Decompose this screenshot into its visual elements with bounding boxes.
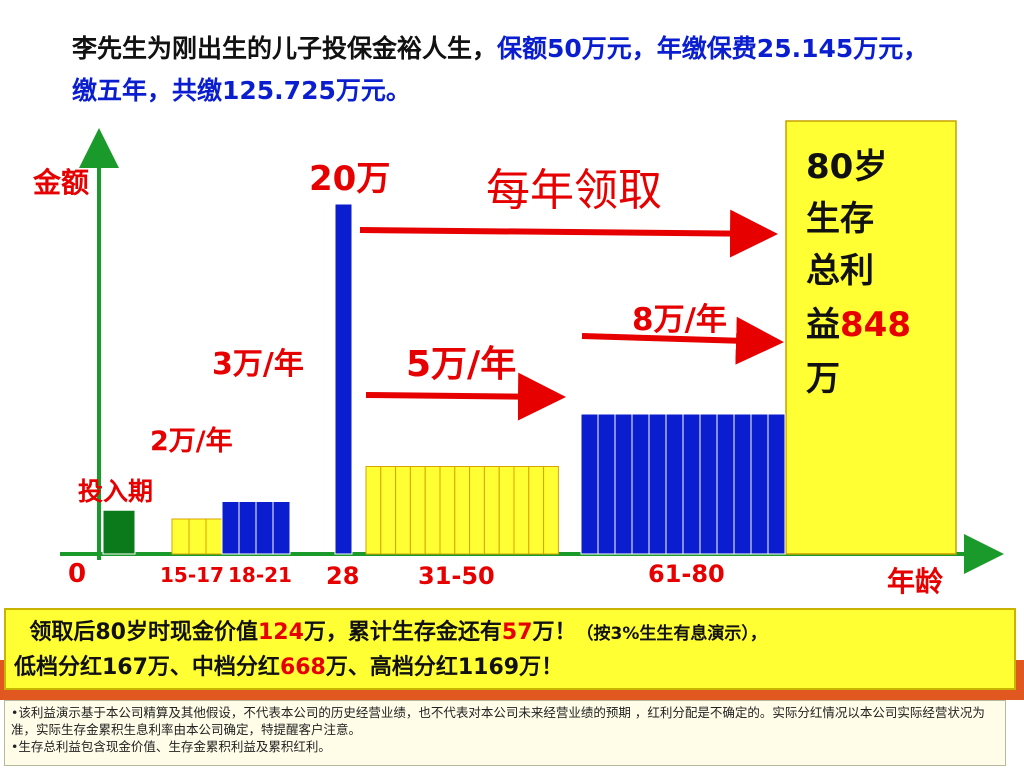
bar-4-3	[409, 466, 426, 555]
bar-3-0	[334, 203, 353, 555]
total-benefit-box	[785, 120, 957, 555]
x-tick-label: 31-50	[418, 562, 495, 590]
bar-5-2	[614, 413, 633, 555]
disclaimer-line: •该利益演示基于本公司精算及其他假设，不代表本公司的历史经营业绩，也不代表对本公…	[11, 705, 985, 737]
page-title: 李先生为刚出生的儿子投保金裕人生，保额50万元，年缴保费25.145万元，缴五年…	[72, 28, 932, 112]
segment-label-0: 投入期	[78, 477, 153, 506]
x-tick-label: 18-21	[228, 563, 292, 587]
title-part2: 保额50万元，年缴保费25.145万元，缴五年，共缴125.725万元。	[72, 34, 929, 105]
y-axis-label: 金额	[32, 166, 89, 199]
bar-4-2	[395, 466, 411, 555]
total-line3: 总利	[806, 251, 874, 291]
bar-5-5	[665, 413, 684, 555]
total-line1: 80岁	[806, 147, 887, 187]
summary-text: 万，累计生存金还有	[303, 620, 502, 645]
x-tick-label: 28	[326, 562, 359, 590]
total-amount: 848	[840, 305, 911, 345]
x-axis-label: 年龄	[887, 565, 944, 598]
segment-label-4: 5万/年	[406, 344, 516, 385]
x-tick-label: 15-17	[160, 563, 224, 587]
bar-0-0	[102, 509, 136, 555]
summary-banner: 领取后80岁时现金价值124万，累计生存金还有57万！（按3%生生有息演示）， …	[4, 608, 1016, 690]
origin-label: 0	[68, 559, 86, 589]
bar-4-7	[469, 466, 485, 555]
bar-1-2	[205, 518, 224, 555]
bar-5-9	[733, 413, 752, 555]
bar-4-1	[380, 466, 397, 555]
bar-4-0	[365, 466, 382, 555]
total-line4: 益848	[806, 305, 911, 345]
bar-4-5	[439, 466, 456, 555]
segment-label-5: 8万/年	[632, 302, 727, 338]
bar-5-8	[716, 413, 735, 555]
bar-5-7	[699, 413, 718, 555]
bar-2-3	[272, 501, 291, 555]
segment-label-3: 20万	[309, 159, 390, 199]
bar-4-10	[513, 466, 530, 555]
bar-1-0	[171, 518, 190, 555]
bar-5-3	[631, 413, 650, 555]
summary-line1: 领取后80岁时现金价值124万，累计生存金还有57万！（按3%生生有息演示），	[14, 616, 1006, 651]
total-line2: 生存	[806, 199, 874, 239]
bar-2-1	[238, 501, 257, 555]
bar-5-4	[648, 413, 667, 555]
summary-text: 万！	[532, 620, 577, 645]
bar-1-1	[188, 518, 207, 555]
bar-4-12	[543, 466, 559, 555]
summary-note: （按3%生生有息演示），	[576, 624, 767, 644]
x-tick-label: 61-80	[648, 560, 725, 588]
arrow-annual	[359, 209, 778, 258]
disclaimer-line: •生存总利益包含现金价值、生存金累积利益及累积红利。	[11, 739, 331, 754]
benefit-chart: 80岁 生存 总利 益848 万 金额 年龄 0 每年领取 投入期 2万/年 3…	[32, 120, 1004, 598]
summary-text: 低档分红167万、中档分红	[14, 655, 280, 680]
title-part1: 李先生为刚出生的儿子投保金裕人生，	[72, 34, 498, 63]
arrow-label: 每年领取	[486, 165, 662, 216]
bar-4-11	[528, 466, 545, 555]
bar-4-8	[483, 466, 500, 555]
summary-cash-value: 124	[257, 620, 304, 645]
bar-5-11	[767, 413, 786, 555]
summary-line2: 低档分红167万、中档分红668万、高档分红1169万！	[14, 651, 1006, 685]
bar-2-2	[255, 501, 274, 555]
arrow-5wan	[365, 372, 566, 421]
bar-group	[102, 203, 786, 555]
bar-5-10	[750, 413, 769, 555]
arrow-8wan	[581, 316, 784, 365]
summary-text: 领取后80岁时现金价值	[29, 620, 258, 645]
total-line4-text: 益	[806, 305, 840, 345]
summary-survival: 57	[501, 620, 533, 645]
summary-text: 万、高档分红1169万！	[325, 655, 564, 680]
bar-5-6	[682, 413, 701, 555]
bar-5-0	[580, 413, 599, 555]
total-line5: 万	[806, 359, 840, 399]
segment-label-1: 2万/年	[150, 425, 233, 457]
bar-4-4	[424, 466, 441, 555]
disclaimer: •该利益演示基于本公司精算及其他假设，不代表本公司的历史经营业绩，也不代表对本公…	[4, 700, 1006, 766]
segment-label-2: 3万/年	[212, 347, 304, 382]
bar-5-1	[597, 413, 616, 555]
bar-2-0	[221, 501, 240, 555]
bar-4-6	[454, 466, 471, 555]
bar-4-9	[498, 466, 515, 555]
summary-mid-dividend: 668	[279, 655, 326, 680]
